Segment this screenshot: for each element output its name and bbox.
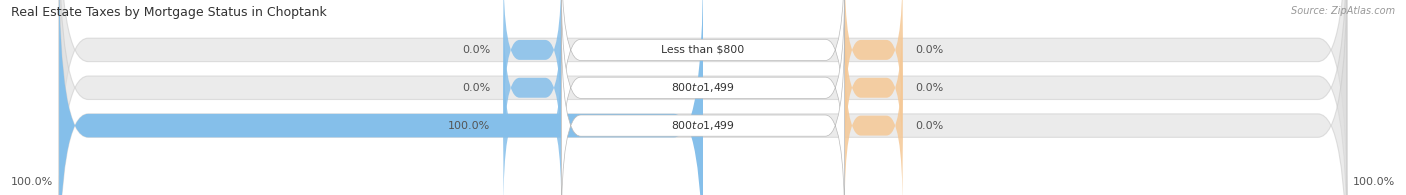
Text: Source: ZipAtlas.com: Source: ZipAtlas.com (1291, 6, 1395, 16)
FancyBboxPatch shape (503, 3, 561, 172)
FancyBboxPatch shape (59, 0, 1347, 195)
FancyBboxPatch shape (59, 0, 703, 195)
Text: $800 to $1,499: $800 to $1,499 (671, 119, 735, 132)
FancyBboxPatch shape (845, 3, 903, 172)
FancyBboxPatch shape (561, 0, 845, 153)
Text: Less than $800: Less than $800 (661, 45, 745, 55)
Text: $800 to $1,499: $800 to $1,499 (671, 81, 735, 94)
Text: 0.0%: 0.0% (463, 83, 491, 93)
Text: 0.0%: 0.0% (915, 121, 943, 131)
FancyBboxPatch shape (845, 41, 903, 195)
FancyBboxPatch shape (59, 0, 1347, 195)
FancyBboxPatch shape (561, 0, 845, 191)
Text: 100.0%: 100.0% (1353, 177, 1395, 187)
FancyBboxPatch shape (503, 41, 561, 195)
Text: 100.0%: 100.0% (449, 121, 491, 131)
Text: 0.0%: 0.0% (915, 45, 943, 55)
FancyBboxPatch shape (845, 0, 903, 135)
Text: 100.0%: 100.0% (11, 177, 53, 187)
FancyBboxPatch shape (59, 0, 1347, 195)
FancyBboxPatch shape (503, 0, 561, 135)
Text: Real Estate Taxes by Mortgage Status in Choptank: Real Estate Taxes by Mortgage Status in … (11, 6, 328, 19)
FancyBboxPatch shape (561, 23, 845, 195)
Text: 0.0%: 0.0% (463, 45, 491, 55)
Text: 0.0%: 0.0% (915, 83, 943, 93)
